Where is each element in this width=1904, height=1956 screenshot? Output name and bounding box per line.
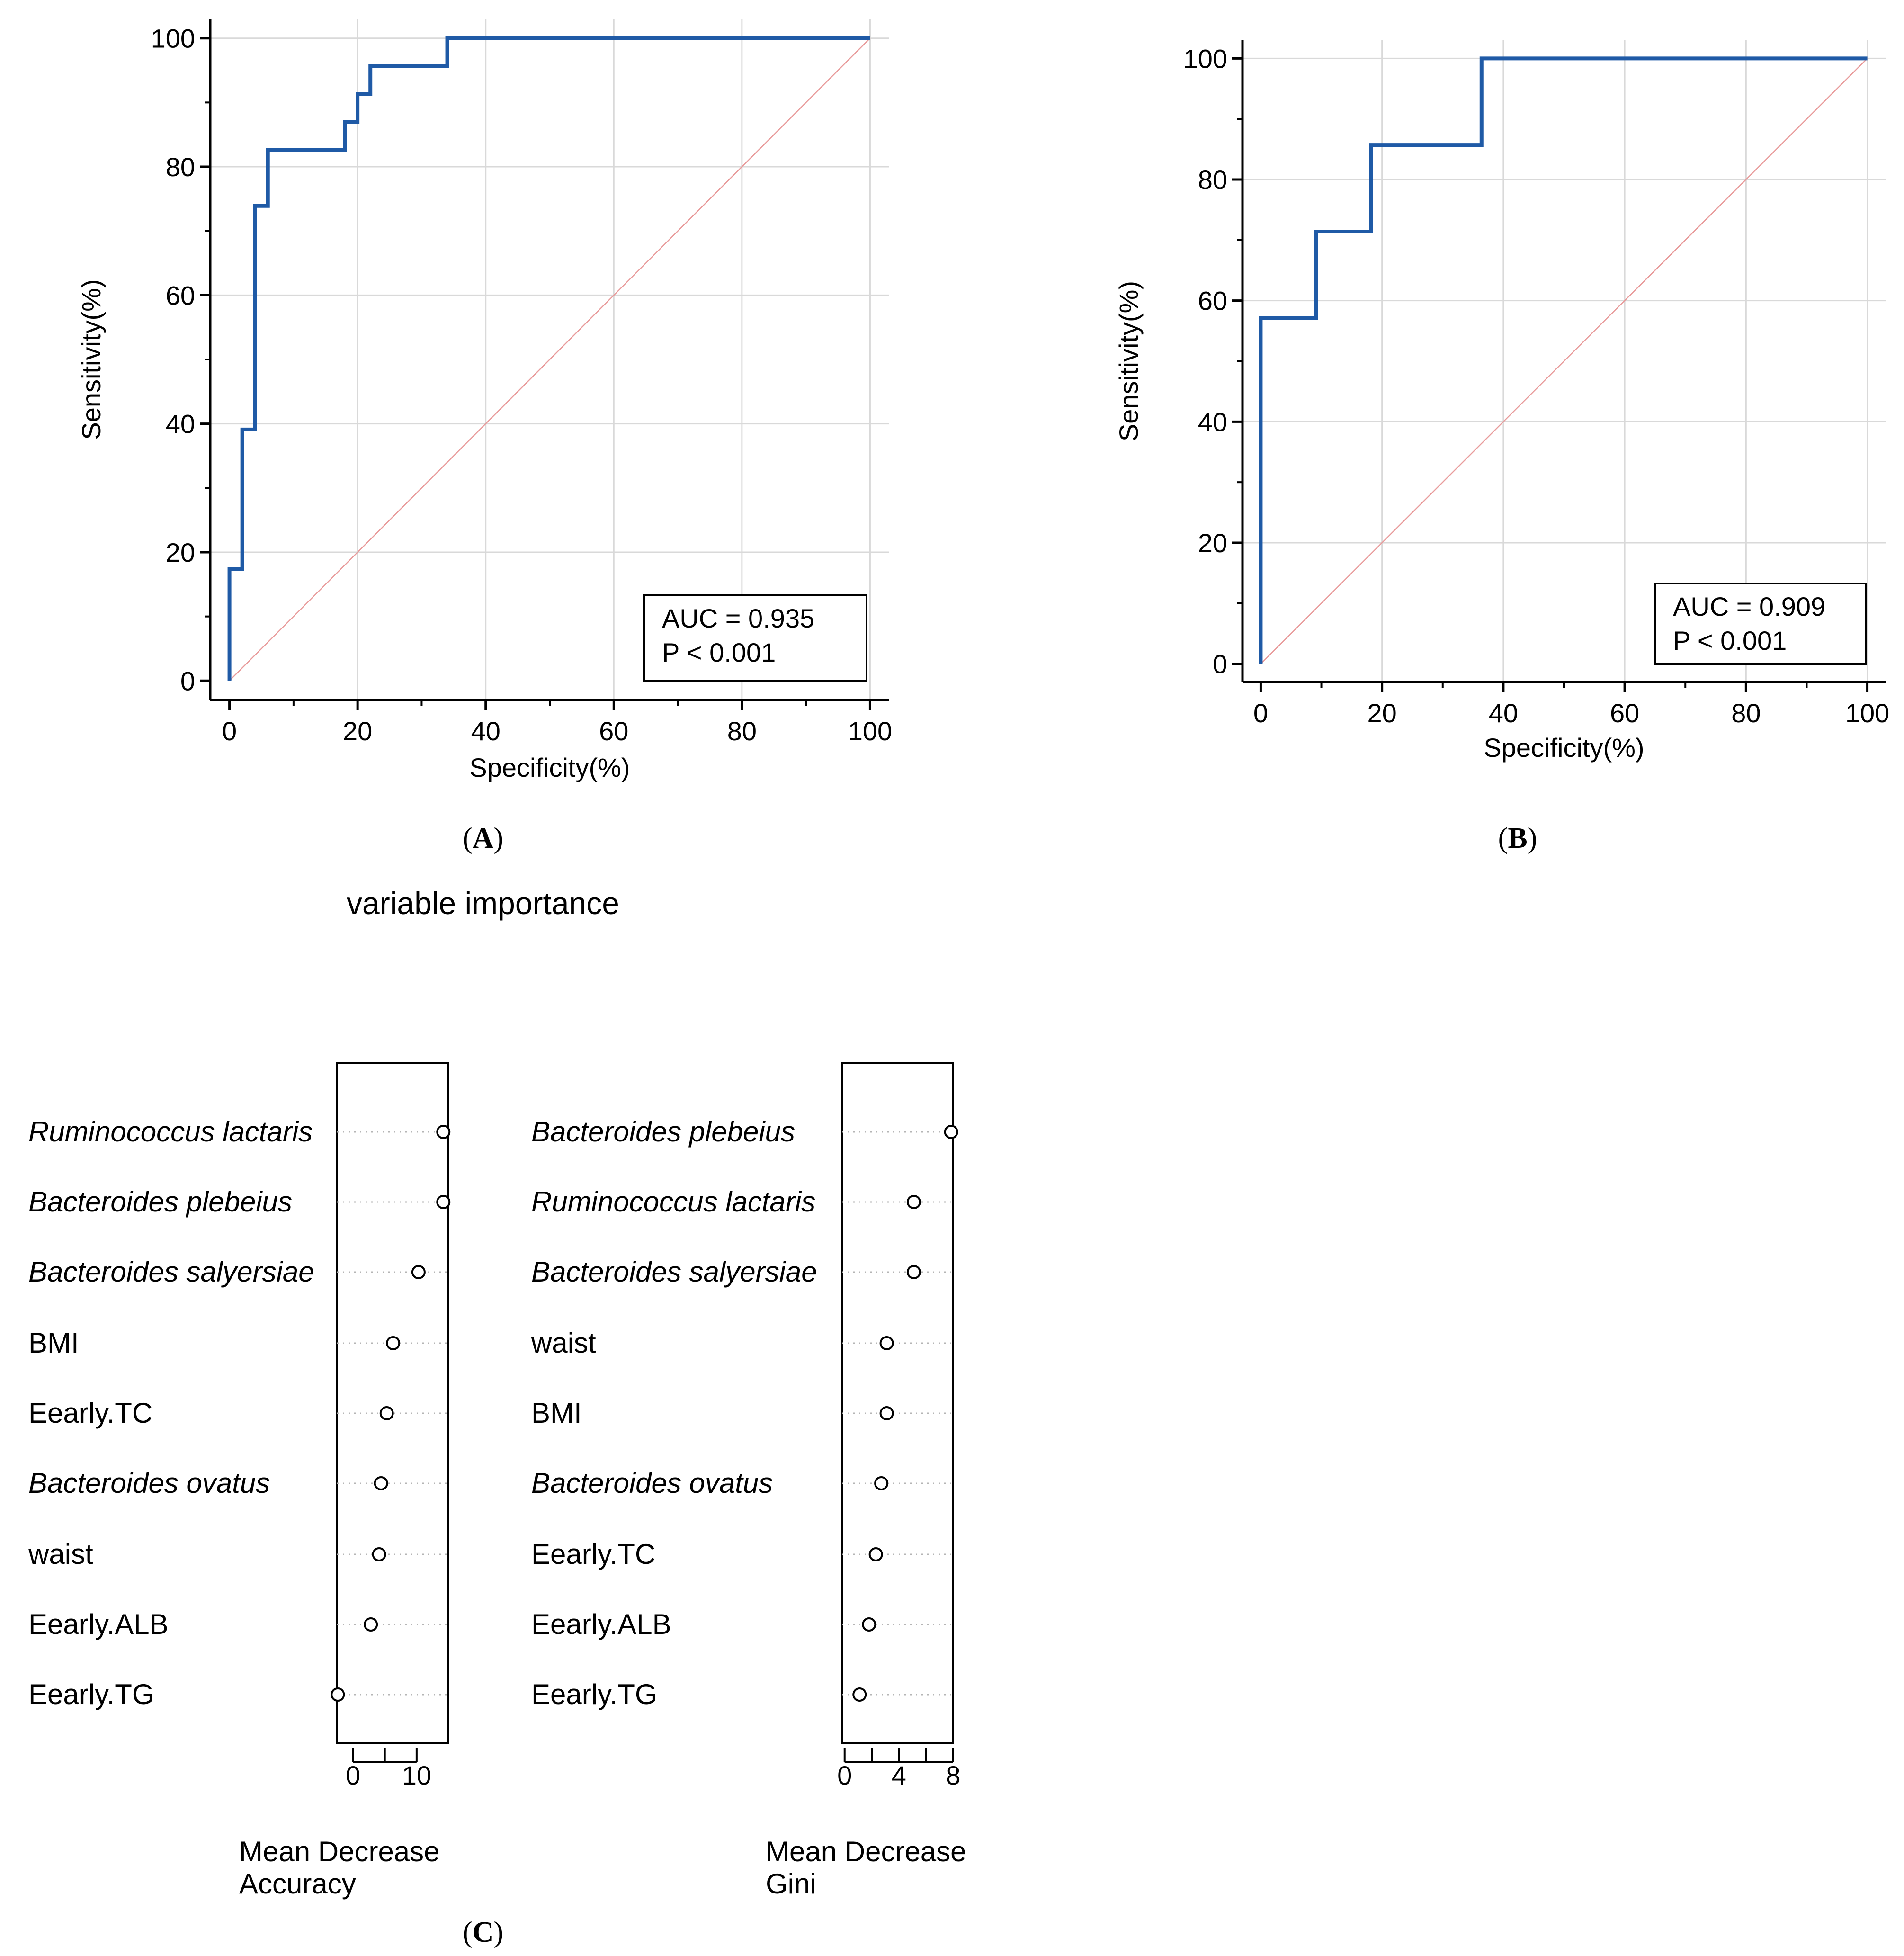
roc-curve-line bbox=[227, 36, 870, 681]
x-axis-label-line1: Mean Decrease bbox=[239, 1836, 440, 1867]
category-label: Eearly.TC bbox=[531, 1538, 655, 1570]
category-label: Bacteroides ovatus bbox=[531, 1467, 773, 1499]
dotchart-frame bbox=[841, 1062, 954, 1744]
importance-point bbox=[374, 1476, 388, 1490]
importance-point bbox=[879, 1336, 894, 1350]
category-label: Eearly.TC bbox=[28, 1397, 152, 1429]
y-tick-label: 80 bbox=[1198, 165, 1227, 195]
dotchart-mean-decrease-accuracy: Ruminococcus lactaris Bacteroides plebeiu… bbox=[28, 1062, 451, 1900]
category-label: Eearly.TG bbox=[531, 1678, 657, 1710]
category-label: Bacteroides salyersiae bbox=[28, 1256, 314, 1288]
category-label: waist bbox=[531, 1327, 596, 1359]
p-value-label: P < 0.001 bbox=[662, 637, 776, 667]
auc-value-label: AUC = 0.909 bbox=[1673, 592, 1825, 621]
importance-point bbox=[879, 1406, 894, 1420]
importance-point bbox=[906, 1265, 921, 1279]
y-tick-label: 60 bbox=[1198, 286, 1227, 316]
importance-point bbox=[944, 1125, 958, 1139]
importance-point bbox=[379, 1406, 394, 1420]
x-tick-label: 60 bbox=[599, 716, 628, 746]
importance-point bbox=[862, 1617, 876, 1632]
variable-importance-title: variable importance bbox=[347, 886, 619, 921]
roc-curve-line bbox=[1259, 56, 1868, 664]
y-tick-label: 0 bbox=[180, 666, 195, 696]
auc-annotation-box bbox=[1654, 583, 1867, 665]
roc-chart-b: 0 20 40 60 80 100 0 20 40 60 80 100 Specificity(%) Se… bbox=[1114, 40, 1889, 763]
x-axis-label-line2: Accuracy bbox=[239, 1868, 356, 1900]
x-axis-label-line2: Gini bbox=[766, 1868, 816, 1900]
importance-point bbox=[436, 1125, 451, 1139]
importance-point bbox=[868, 1547, 883, 1561]
y-tick-label: 20 bbox=[1198, 528, 1227, 558]
category-label: Ruminococcus lactaris bbox=[28, 1116, 313, 1148]
y-axis-label: Sensitivity(%) bbox=[1114, 281, 1144, 441]
panel-label-c: (C) bbox=[463, 1916, 503, 1948]
category-label: BMI bbox=[531, 1397, 582, 1429]
importance-point bbox=[906, 1195, 921, 1209]
x-tick-label: 0 bbox=[837, 1760, 852, 1790]
roc-chart-a: 0 20 40 60 80 100 0 20 40 60 80 100 Specificity(%) Se… bbox=[76, 19, 892, 782]
x-axis-label: Specificity(%) bbox=[1484, 733, 1644, 763]
y-axis-label: Sensitivity(%) bbox=[76, 279, 106, 440]
y-tick-label: 40 bbox=[166, 409, 195, 439]
x-axis-label-line1: Mean Decrease bbox=[766, 1836, 966, 1867]
category-label: Eearly.ALB bbox=[28, 1608, 169, 1640]
x-tick-label: 40 bbox=[1489, 698, 1518, 728]
x-tick-label: 0 bbox=[1253, 698, 1268, 728]
importance-point bbox=[364, 1617, 378, 1632]
y-tick-label: 40 bbox=[1198, 407, 1227, 437]
importance-point bbox=[386, 1336, 401, 1350]
dotchart-frame bbox=[336, 1062, 449, 1744]
x-axis-label: Specificity(%) bbox=[469, 753, 630, 782]
importance-point bbox=[874, 1476, 889, 1490]
dotchart-mean-decrease-gini: Bacteroides plebeius Ruminococcus lactari… bbox=[531, 1062, 966, 1900]
x-tick-label: 0 bbox=[222, 716, 237, 746]
panel-label-a: (A) bbox=[463, 822, 503, 854]
auc-annotation-box bbox=[643, 594, 867, 682]
y-tick-label: 60 bbox=[166, 280, 195, 310]
p-value-label: P < 0.001 bbox=[1673, 626, 1787, 655]
y-tick-label: 100 bbox=[1183, 44, 1227, 73]
x-tick-label: 8 bbox=[946, 1760, 960, 1790]
importance-point bbox=[411, 1265, 426, 1279]
x-tick-label: 100 bbox=[1845, 698, 1889, 728]
panel-label-b: (B) bbox=[1498, 822, 1538, 854]
category-label: Eearly.TG bbox=[28, 1678, 154, 1710]
x-tick-label: 60 bbox=[1610, 698, 1639, 728]
reference-diagonal-line bbox=[1260, 58, 1868, 664]
reference-diagonal-line bbox=[229, 37, 871, 682]
y-tick-label: 80 bbox=[166, 152, 195, 182]
x-tick-label: 20 bbox=[343, 716, 372, 746]
category-label: Bacteroides plebeius bbox=[531, 1116, 795, 1148]
y-tick-label: 0 bbox=[1213, 649, 1227, 679]
auc-value-label: AUC = 0.935 bbox=[662, 603, 814, 633]
x-tick-label: 100 bbox=[848, 716, 892, 746]
x-tick-label: 4 bbox=[892, 1760, 906, 1790]
x-tick-label: 80 bbox=[727, 716, 757, 746]
importance-point bbox=[852, 1687, 867, 1702]
importance-point bbox=[436, 1195, 451, 1209]
category-label: waist bbox=[28, 1538, 93, 1570]
category-label: BMI bbox=[28, 1327, 79, 1359]
y-tick-label: 20 bbox=[166, 538, 195, 567]
importance-point bbox=[331, 1687, 345, 1702]
x-tick-label: 20 bbox=[1368, 698, 1397, 728]
y-tick-label: 100 bbox=[151, 24, 195, 54]
category-label: Bacteroides plebeius bbox=[28, 1186, 292, 1218]
x-tick-label: 0 bbox=[346, 1760, 360, 1790]
x-tick-label: 80 bbox=[1731, 698, 1761, 728]
category-label: Eearly.ALB bbox=[531, 1608, 671, 1640]
category-label: Bacteroides ovatus bbox=[28, 1467, 270, 1499]
category-label: Ruminococcus lactaris bbox=[531, 1186, 815, 1218]
category-label: Bacteroides salyersiae bbox=[531, 1256, 817, 1288]
importance-point bbox=[372, 1547, 386, 1561]
x-tick-label: 10 bbox=[402, 1760, 431, 1790]
x-tick-label: 40 bbox=[471, 716, 501, 746]
